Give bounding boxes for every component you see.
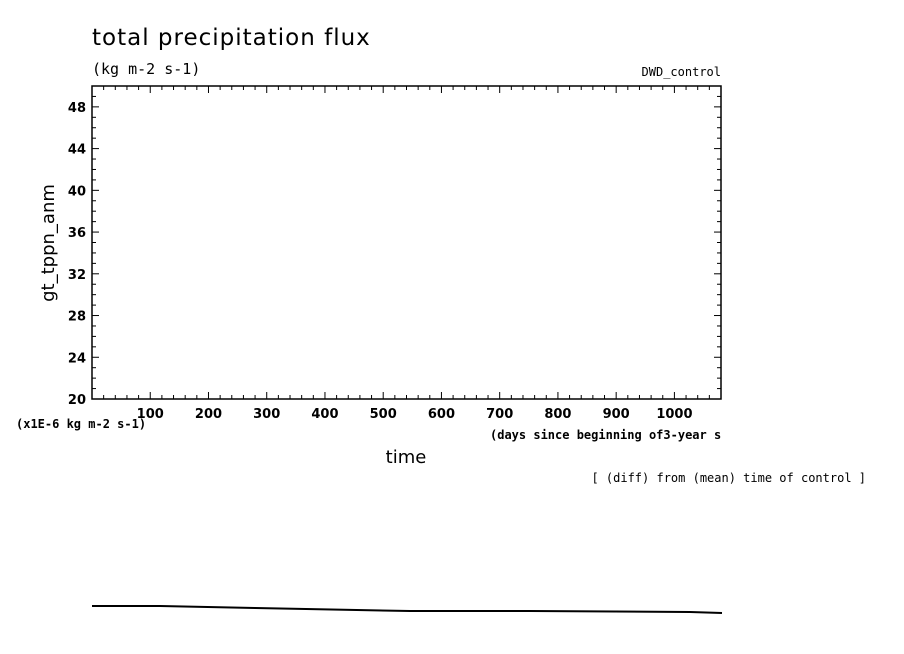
y-scale-note: (x1E-6 kg m-2 s-1)	[16, 417, 146, 431]
x-tick-label: 200	[195, 407, 222, 422]
x-tick-label: 1000	[656, 407, 692, 422]
x-tick-label: 400	[311, 407, 338, 422]
x-tick-label: 800	[544, 407, 571, 422]
y-axis-label: gt_tppn_anm	[38, 184, 59, 302]
x-tick-label: 500	[370, 407, 397, 422]
x-ticks: 100 200 300 400 500 600 700 800 900 1000	[103, 86, 710, 422]
x-tick-label: 700	[486, 407, 513, 422]
y-tick-label: 20	[68, 393, 86, 408]
chart-units: (kg m-2 s-1)	[92, 60, 200, 78]
y-tick-label: 28	[68, 310, 86, 325]
y-tick-label: 32	[68, 268, 86, 283]
y-tick-label: 36	[68, 226, 86, 241]
y-tick-label: 44	[68, 143, 86, 158]
y-ticks: 20 24 28 32 36 40 44 48	[68, 95, 721, 408]
x-tick-label: 300	[253, 407, 280, 422]
footer-note: [ (diff) from (mean) time of control ]	[591, 471, 866, 485]
chart-title: total precipitation flux	[92, 25, 371, 51]
x-tick-label: 600	[428, 407, 455, 422]
x-units-note: (days since beginning of3-year s	[490, 428, 721, 442]
plot-frame	[91, 85, 722, 400]
x-axis-label: time	[386, 447, 427, 468]
y-tick-label: 40	[68, 184, 86, 199]
x-tick-label: 100	[137, 407, 164, 422]
y-tick-label: 24	[68, 351, 86, 366]
y-tick-label: 48	[68, 101, 86, 116]
baseline-stroke	[92, 605, 723, 614]
x-tick-label: 900	[603, 407, 630, 422]
dataset-label: DWD_control	[642, 65, 721, 79]
